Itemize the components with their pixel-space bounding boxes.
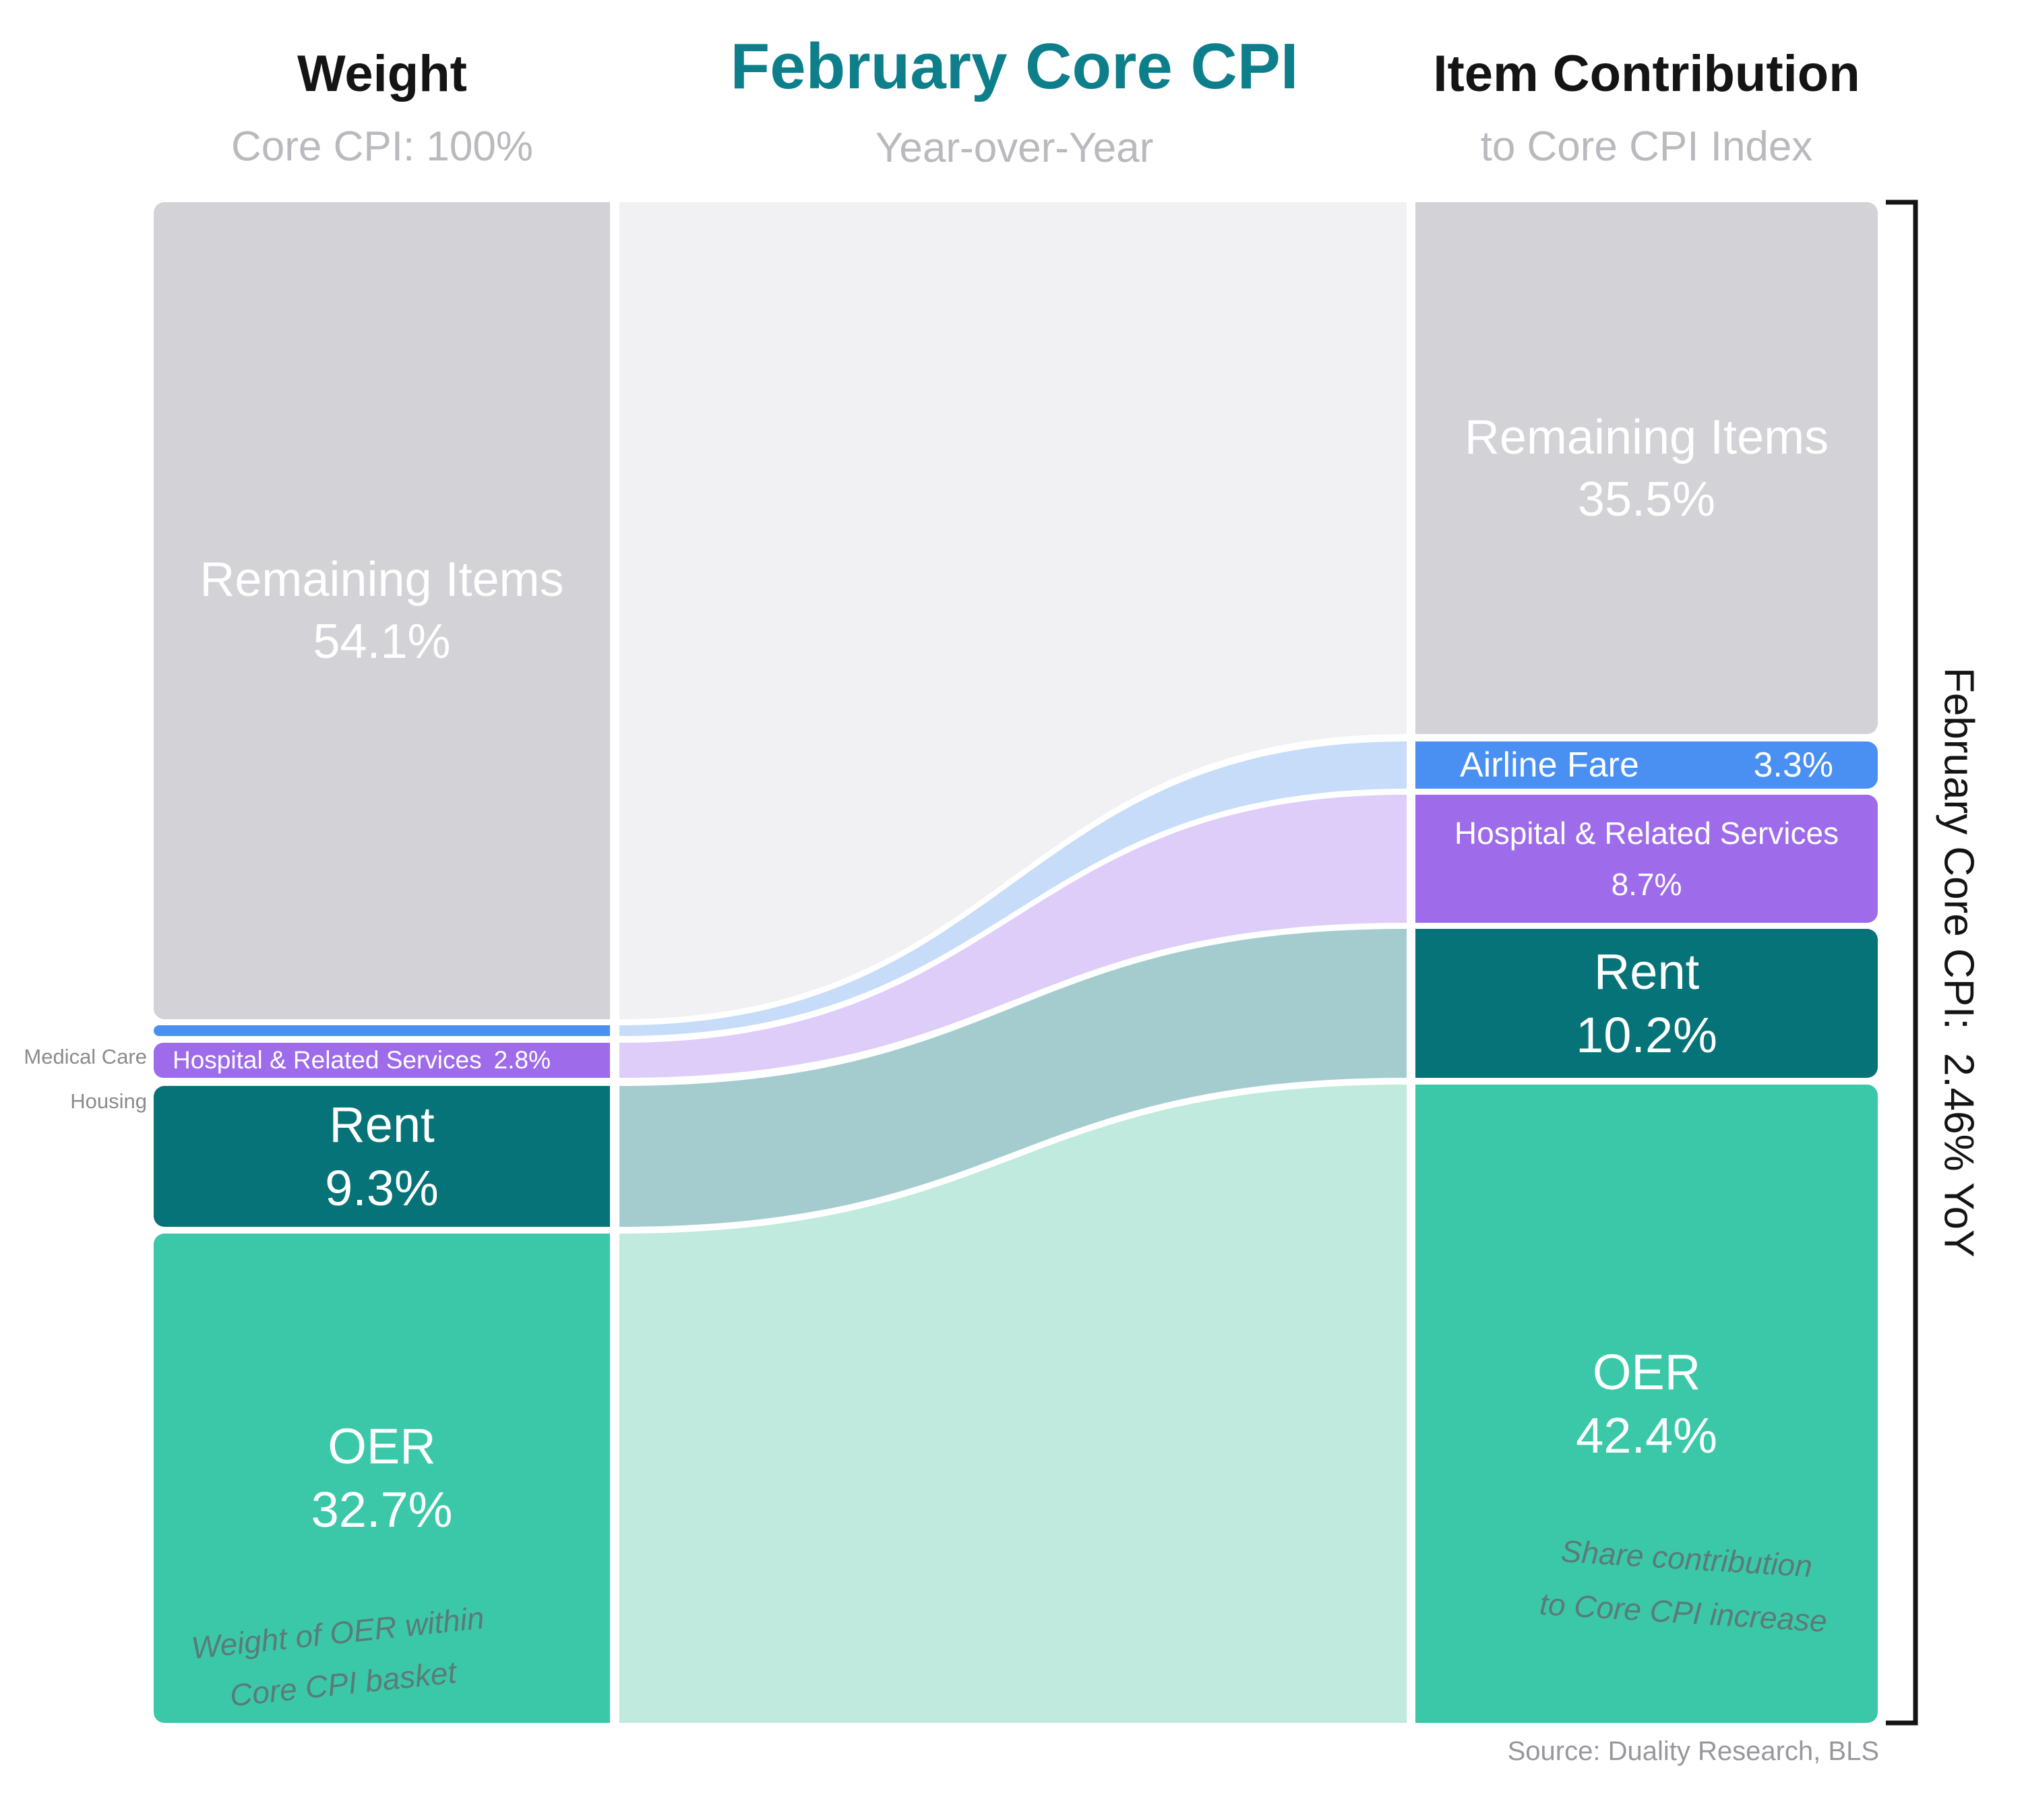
block-label: Airline Fare bbox=[1460, 746, 1639, 785]
weight-block-oer: OER 32.7% bbox=[154, 1234, 610, 1723]
chart-subtitle: Year-over-Year bbox=[875, 125, 1154, 171]
category-label-housing: Housing bbox=[70, 1089, 147, 1113]
block-label: Rent bbox=[1593, 943, 1700, 1000]
block-value: 42.4% bbox=[1576, 1407, 1717, 1463]
flow-oer bbox=[619, 1085, 1407, 1723]
flow-remaining-items bbox=[619, 202, 1407, 1019]
weight-block-airline-fare bbox=[154, 1025, 610, 1036]
contribution-block-hospital-services: Hospital & Related Services 8.7% bbox=[1415, 795, 1878, 923]
block-value: 3.3% bbox=[1753, 746, 1833, 785]
total-core-cpi-label: February Core CPI: 2.46% YoY bbox=[1935, 667, 1982, 1258]
block-value: 9.3% bbox=[325, 1159, 439, 1216]
block-value: 35.5% bbox=[1577, 472, 1716, 526]
block-value: 8.7% bbox=[1611, 867, 1682, 902]
right-bracket bbox=[1886, 200, 1918, 1726]
weight-block-rent: Rent 9.3% bbox=[154, 1086, 610, 1227]
flow-rent bbox=[619, 929, 1407, 1227]
block-value: 10.2% bbox=[1576, 1006, 1717, 1063]
contribution-column-title: Item Contribution bbox=[1433, 45, 1860, 102]
contribution-column-subtitle: to Core CPI Index bbox=[1480, 123, 1813, 170]
flow-airline-fare bbox=[619, 741, 1407, 1036]
block-label: Remaining Items bbox=[200, 553, 564, 607]
weight-block-remaining-items: Remaining Items 54.1% bbox=[154, 202, 610, 1019]
contribution-block-remaining-items: Remaining Items 35.5% bbox=[1415, 202, 1878, 734]
block-label: OER bbox=[1592, 1343, 1701, 1400]
contribution-block-rent: Rent 10.2% bbox=[1415, 929, 1878, 1078]
contribution-block-airline-fare: Airline Fare 3.3% bbox=[1415, 741, 1878, 789]
block-value: 32.7% bbox=[311, 1482, 453, 1538]
block-label: OER bbox=[328, 1418, 436, 1474]
block-value: 54.1% bbox=[313, 615, 451, 669]
category-label-medical-care: Medical Care bbox=[24, 1045, 147, 1068]
weight-column-subtitle: Core CPI: 100% bbox=[231, 123, 533, 170]
flow-hospital-services bbox=[619, 795, 1407, 1078]
block-label: Remaining Items bbox=[1464, 410, 1829, 464]
source-credit: Source: Duality Research, BLS bbox=[1507, 1736, 1879, 1766]
block-label: Hospital & Related Services bbox=[173, 1046, 482, 1074]
block-label: Hospital & Related Services bbox=[1454, 816, 1839, 851]
contribution-block-oer: OER 42.4% bbox=[1415, 1085, 1878, 1723]
block-value: 2.8% bbox=[493, 1046, 551, 1074]
block-label: Rent bbox=[329, 1096, 435, 1153]
weight-column-title: Weight bbox=[297, 45, 467, 102]
weight-block-hospital-services: Hospital & Related Services 2.8% bbox=[154, 1043, 610, 1078]
chart-title: February Core CPI bbox=[730, 30, 1299, 102]
